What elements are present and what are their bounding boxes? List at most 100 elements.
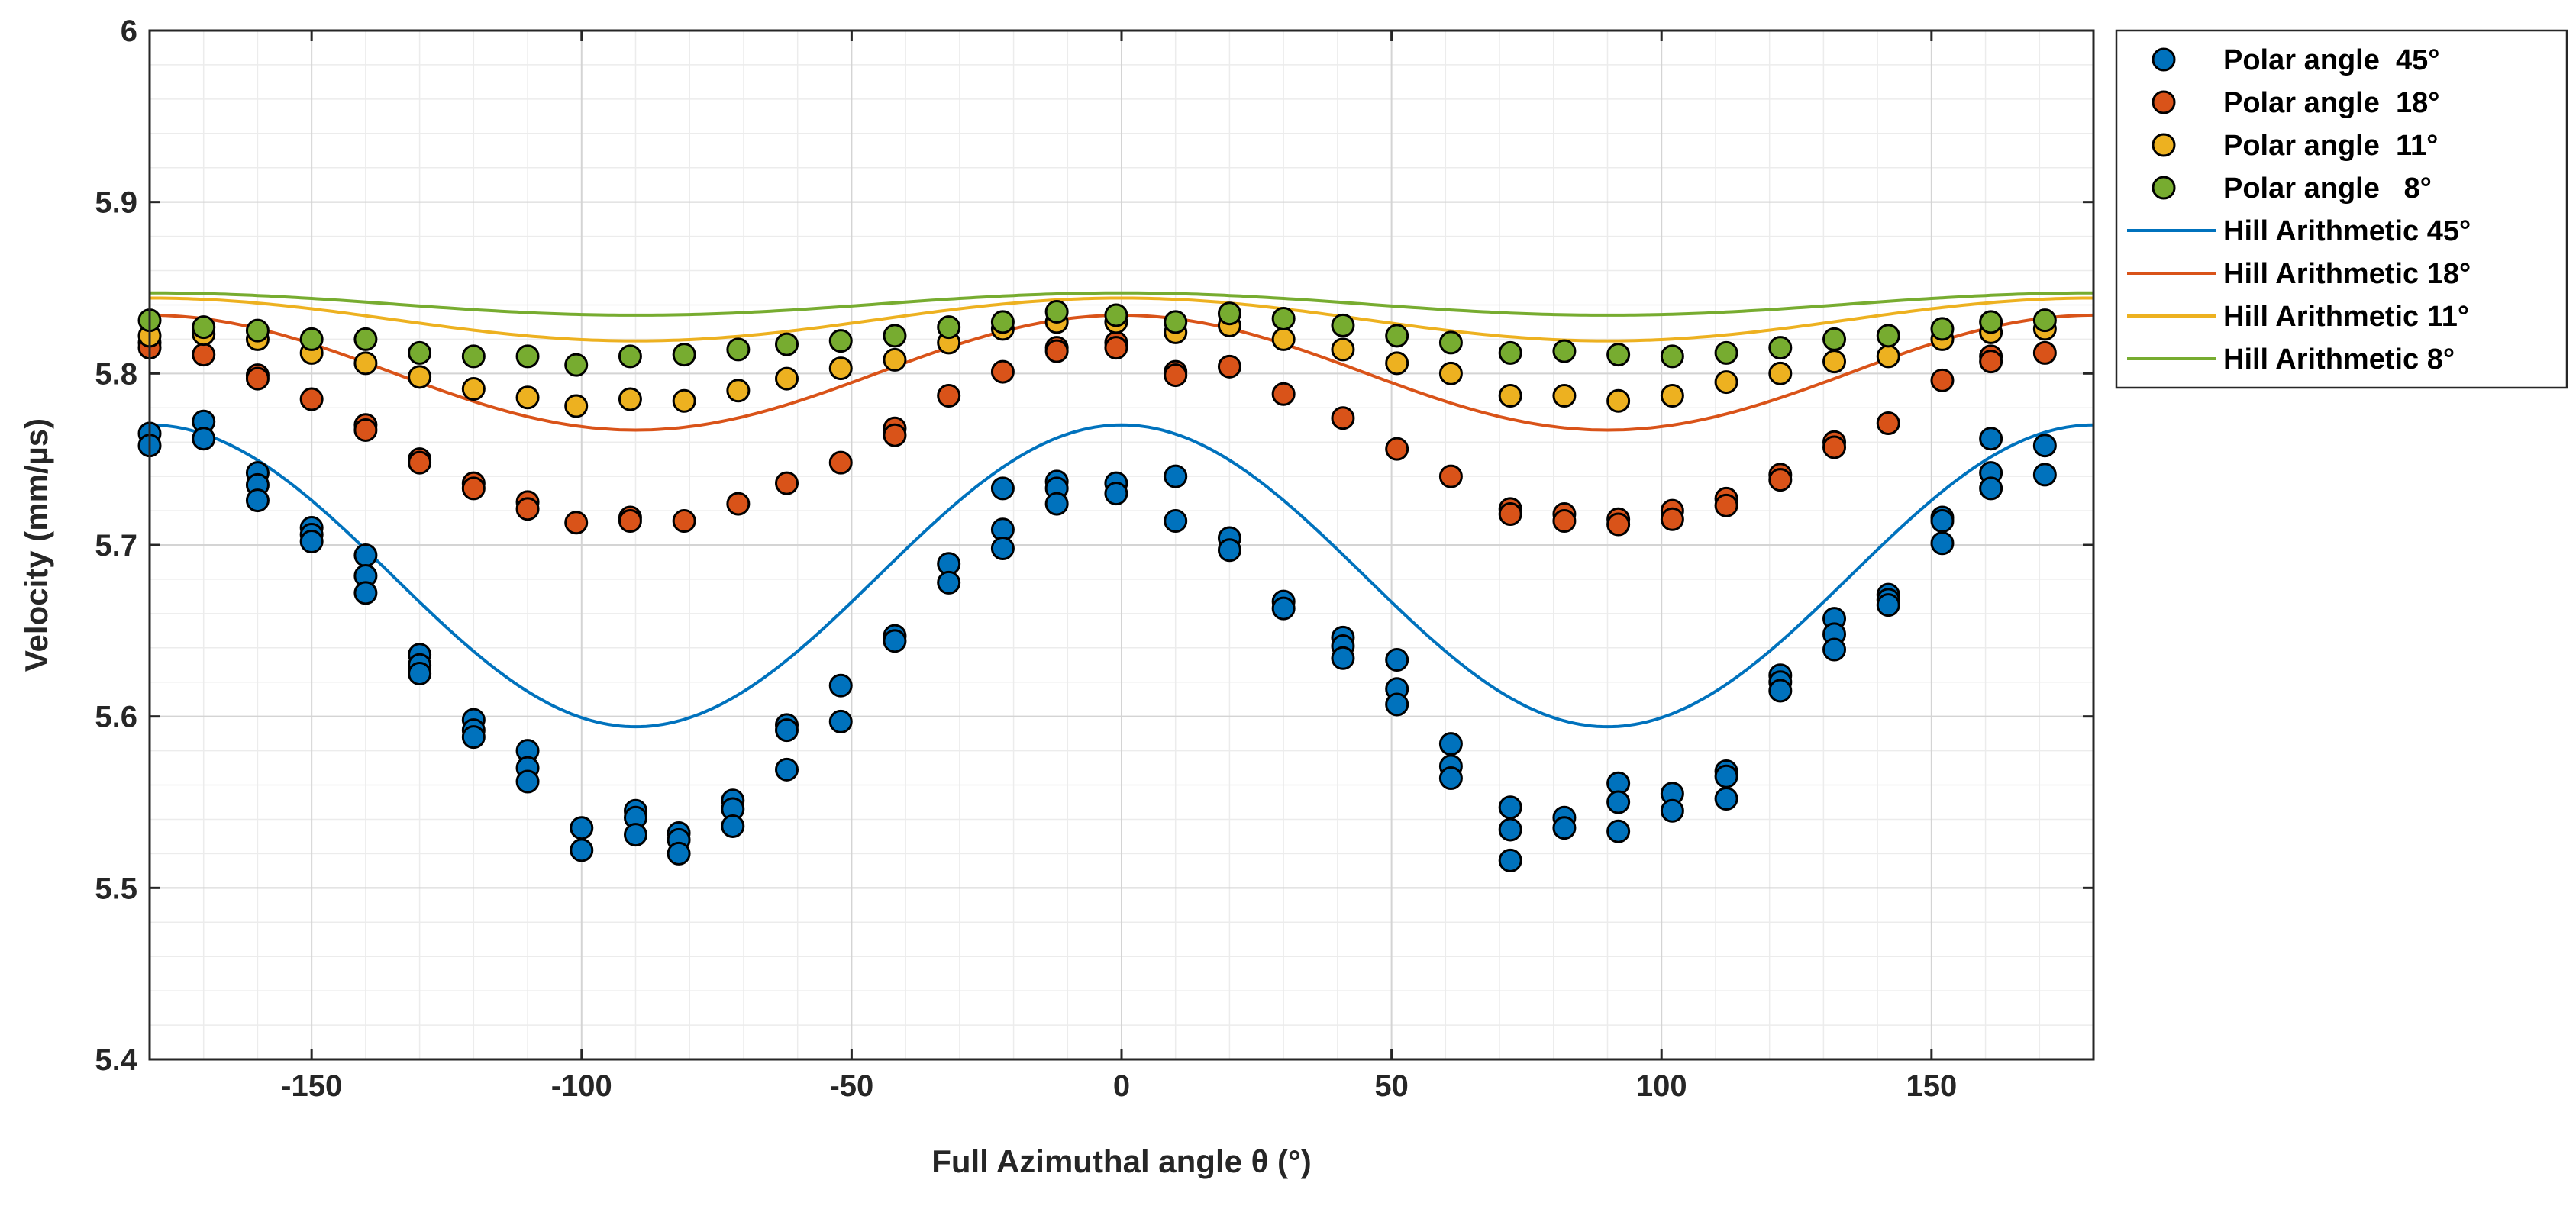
data-point: [1498, 795, 1522, 820]
data-point: [1606, 343, 1631, 367]
data-point: [1438, 732, 1463, 756]
data-point: [1271, 382, 1296, 406]
x-tick-label: -100: [551, 1069, 612, 1103]
y-tick-label: 5.9: [95, 186, 137, 220]
data-point: [353, 543, 378, 567]
legend-marker: [2152, 176, 2176, 200]
y-axis: 5.4 5.5 5.6 5.7 5.8 5.9 6: [95, 15, 2093, 1077]
legend: Polar angle 45° Polar angle 18° Polar angl…: [2115, 29, 2568, 389]
series-layer: [137, 291, 2094, 872]
data-point: [461, 476, 486, 501]
data-point: [1385, 648, 1409, 672]
data-point: [1979, 427, 2003, 451]
data-point: [1498, 817, 1522, 842]
data-point: [2032, 463, 2057, 487]
data-point: [192, 427, 216, 451]
data-point: [937, 570, 961, 595]
data-point: [883, 423, 907, 447]
data-point: [1979, 476, 2003, 501]
plot-area: [137, 29, 2095, 1061]
data-point: [564, 353, 589, 377]
data-point: [1217, 354, 1241, 379]
data-point: [1438, 361, 1463, 385]
data-point: [1714, 370, 1738, 395]
legend-marker: [2152, 90, 2176, 114]
data-point: [1104, 336, 1128, 360]
data-point: [1498, 502, 1522, 527]
data-point: [1164, 363, 1188, 388]
data-point: [775, 471, 799, 495]
data-point: [1606, 388, 1631, 413]
data-point: [1044, 299, 1069, 324]
legend-label: Polar angle 11°: [2223, 130, 2438, 162]
data-point: [726, 337, 751, 362]
y-tick-label: 5.5: [95, 872, 137, 905]
series-line: [150, 296, 2093, 343]
data-point: [672, 343, 696, 367]
data-point: [1331, 406, 1355, 430]
data-point: [1438, 464, 1463, 488]
data-point: [1714, 764, 1738, 788]
legend-label: Hill Arithmetic 8°: [2223, 343, 2455, 376]
data-point: [721, 814, 745, 838]
data-point: [2032, 308, 2057, 333]
data-point: [1660, 344, 1684, 369]
data-point: [408, 340, 432, 365]
legend-marker: [2152, 133, 2176, 157]
y-tick-label: 5.7: [95, 529, 137, 563]
data-point: [461, 377, 486, 401]
x-tick-label: 0: [1113, 1069, 1130, 1103]
data-point: [299, 387, 324, 411]
data-point: [672, 509, 696, 534]
data-point: [570, 816, 594, 840]
data-point: [1876, 324, 1900, 348]
data-point: [461, 725, 486, 750]
data-point: [1822, 327, 1847, 351]
data-point: [408, 662, 432, 685]
data-point: [1606, 790, 1631, 814]
data-point: [1822, 637, 1847, 662]
data-point: [245, 366, 270, 391]
x-tick-label: -150: [281, 1069, 342, 1103]
data-point: [618, 344, 642, 369]
data-point: [299, 327, 324, 351]
data-point: [1271, 306, 1296, 330]
data-point: [1714, 493, 1738, 517]
legend-marker: [2152, 47, 2176, 72]
data-point: [1044, 492, 1069, 516]
data-point: [1552, 339, 1577, 363]
data-point: [192, 315, 216, 340]
data-point: [1438, 330, 1463, 355]
data-point: [1331, 313, 1355, 337]
data-point: [353, 327, 378, 351]
data-point: [1930, 317, 1955, 341]
data-point: [192, 343, 216, 367]
data-point: [1385, 351, 1409, 376]
data-point: [1822, 350, 1847, 374]
y-tick-label: 6: [121, 15, 137, 48]
data-point: [1164, 509, 1188, 534]
data-point: [408, 450, 432, 475]
data-point: [1660, 384, 1684, 408]
series-points: [137, 409, 2057, 872]
data-point: [937, 315, 961, 340]
data-point: [1768, 361, 1793, 385]
data-point: [353, 418, 378, 442]
data-point: [1930, 509, 1955, 534]
legend-box: [2115, 29, 2568, 389]
legend-label: Hill Arithmetic 11°: [2223, 301, 2469, 333]
data-point: [775, 332, 799, 356]
data-point: [990, 359, 1015, 384]
y-tick-label: 5.4: [95, 1043, 137, 1077]
data-point: [515, 769, 540, 794]
series-line: [150, 291, 2093, 317]
data-point: [2032, 434, 2057, 458]
data-point: [2032, 340, 2057, 365]
data-point: [408, 365, 432, 389]
data-point: [828, 450, 853, 475]
data-point: [515, 385, 540, 410]
data-point: [828, 673, 853, 698]
data-point: [1552, 816, 1577, 840]
data-point: [828, 709, 853, 733]
